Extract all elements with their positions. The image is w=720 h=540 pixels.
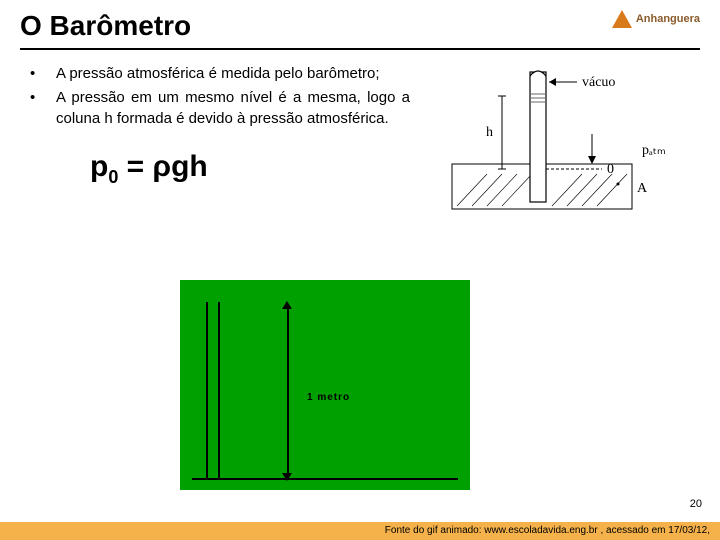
bullet-icon: •: [30, 88, 38, 129]
logo-triangle-icon: [612, 10, 632, 28]
footer-source: Fonte do gif animado: www.escoladavida.e…: [0, 522, 720, 540]
title-divider: [20, 48, 700, 50]
patm-label: pₐₜₘ: [642, 143, 666, 158]
meter-diagram: 1 metro: [180, 280, 470, 490]
formula-lhs: p: [90, 150, 108, 183]
bullet-text: A pressão atmosférica é medida pelo barô…: [56, 64, 380, 84]
vacuum-label: vácuo: [582, 75, 615, 90]
formula-sub: 0: [108, 167, 118, 187]
baseline: [192, 478, 458, 480]
meter-arrow-shaft: [287, 308, 289, 474]
slide-title: O Barômetro: [20, 10, 191, 42]
arrow-up-icon: [282, 301, 292, 309]
formula: p0 = ρgh: [90, 147, 410, 189]
tube-right-line: [218, 302, 220, 480]
bullet-item: • A pressão atmosférica é medida pelo ba…: [30, 64, 410, 84]
barometer-diagram: h vácuo 0 pₐₜₘ A: [442, 64, 692, 224]
bullet-text: A pressão em um mesmo nível é a mesma, l…: [56, 88, 410, 129]
meter-label: 1 metro: [307, 392, 350, 403]
page-number: 20: [690, 498, 702, 510]
tube-left-line: [206, 302, 208, 480]
h-label: h: [486, 125, 493, 140]
bullet-item: • A pressão em um mesmo nível é a mesma,…: [30, 88, 410, 129]
zero-label: 0: [607, 162, 614, 177]
brand-logo: Anhanguera: [612, 10, 700, 28]
content-block: • A pressão atmosférica é medida pelo ba…: [30, 64, 410, 189]
barometer-svg: h vácuo 0 pₐₜₘ A: [442, 64, 692, 224]
point-a-label: A: [637, 181, 648, 196]
formula-rhs: = ρgh: [118, 150, 207, 183]
brand-name: Anhanguera: [636, 13, 700, 25]
bullet-icon: •: [30, 64, 38, 84]
